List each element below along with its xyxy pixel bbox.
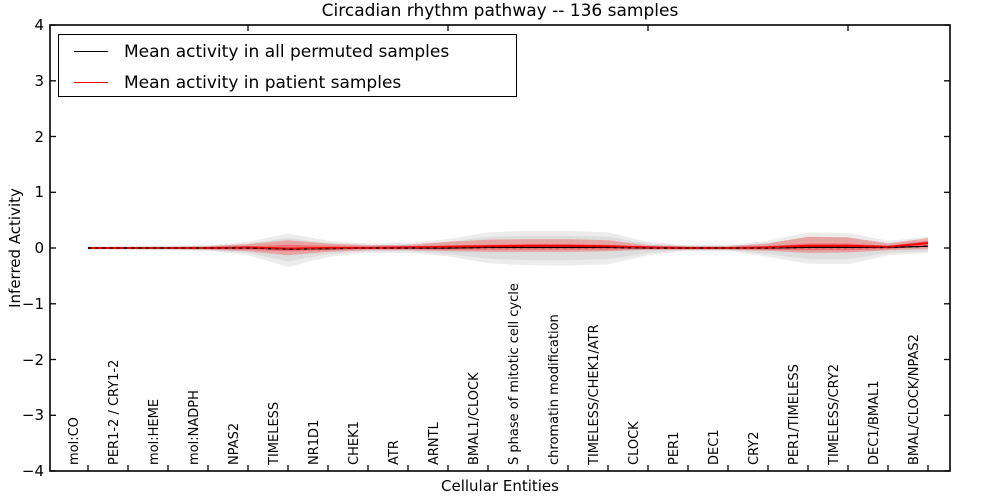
chart-title: Circadian rhythm pathway -- 136 samples	[321, 1, 679, 21]
y-tick-label: 0	[34, 239, 44, 257]
y-tick-label: −1	[21, 294, 44, 313]
x-tick-label: DEC1/BMAL1	[867, 380, 882, 466]
x-tick-label: chromatin modification	[547, 314, 562, 465]
x-axis-label: Cellular Entities	[441, 477, 559, 495]
x-tick-label: NPAS2	[227, 422, 242, 465]
legend-entry-permuted: Mean activity in all permuted samples	[59, 37, 516, 66]
x-tick-label: mol:NADPH	[187, 390, 202, 465]
x-tick-label: mol:HEME	[147, 398, 162, 465]
patient-line-swatch	[74, 82, 108, 83]
x-tick-label: PER1-2 / CRY1-2	[107, 359, 122, 465]
y-tick-label: −3	[21, 406, 44, 425]
x-tick-label: CRY2	[747, 431, 762, 466]
y-tick-label: −2	[21, 350, 44, 369]
x-tick-label: TIMELESS	[267, 401, 282, 465]
x-tick-label: PER1/TIMELESS	[787, 364, 802, 465]
legend-label-patient: Mean activity in patient samples	[124, 72, 402, 93]
legend-label-permuted: Mean activity in all permuted samples	[124, 41, 450, 62]
x-tick-label: ATR	[387, 440, 402, 465]
y-tick-label: 2	[34, 127, 44, 146]
legend-entry-patient: Mean activity in patient samples	[59, 68, 516, 97]
x-tick-label: ARNTL	[427, 422, 442, 465]
x-tick-label: mol:CO	[67, 417, 82, 465]
x-tick-label: PER1	[667, 431, 682, 465]
x-tick-label: S phase of mitotic cell cycle	[507, 283, 522, 465]
permuted-line-swatch	[74, 51, 108, 52]
x-tick-label: DEC1	[707, 429, 722, 465]
y-tick-label: 3	[34, 71, 44, 90]
y-tick-label: 1	[34, 183, 44, 202]
x-tick-label: BMAL/CLOCK/NPAS2	[907, 334, 922, 465]
x-tick-label: TIMELESS/CHEK1/ATR	[587, 324, 602, 465]
x-tick-label: TIMELESS/CRY2	[827, 363, 842, 465]
x-tick-label: CLOCK	[627, 421, 642, 465]
x-tick-label: CHEK1	[347, 421, 362, 465]
y-tick-label: 4	[34, 16, 44, 34]
x-tick-label: NR1D1	[307, 419, 322, 465]
y-tick-label: −4	[21, 462, 44, 480]
legend: Mean activity in all permuted samples Me…	[58, 34, 517, 97]
x-tick-label: BMAL1/CLOCK	[467, 372, 482, 465]
